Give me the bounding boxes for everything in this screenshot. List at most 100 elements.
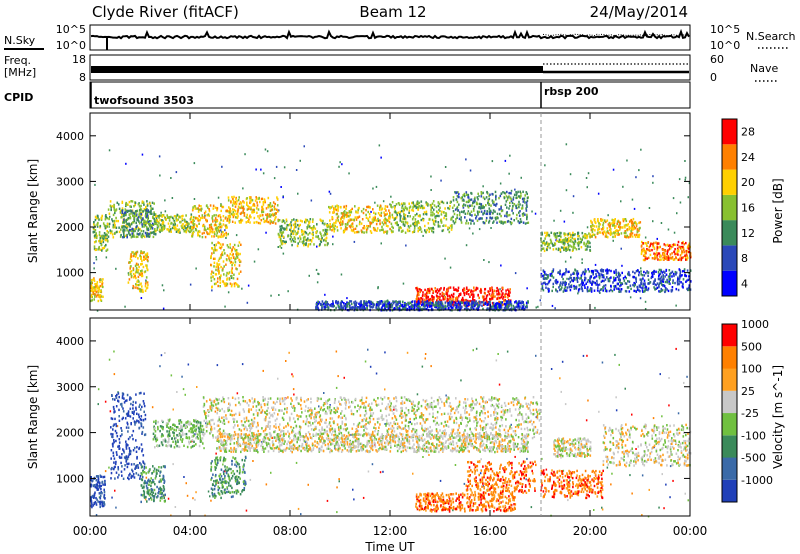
- echo-cell: [633, 276, 635, 279]
- echo-cell: [485, 297, 488, 300]
- echo-cell: [115, 226, 118, 229]
- speckle-cell: [557, 235, 560, 238]
- echo-cell: [365, 300, 367, 303]
- echo-cell: [190, 213, 193, 216]
- echo-cell: [412, 305, 414, 308]
- echo-cell: [113, 203, 115, 207]
- echo-cell: [493, 200, 495, 203]
- speckle-cell: [488, 261, 490, 264]
- echo-cell: [677, 240, 680, 244]
- echo-cell: [390, 204, 392, 207]
- echo-cell: [496, 212, 499, 216]
- echo-cell: [628, 228, 631, 231]
- echo-cell: [379, 222, 381, 225]
- echo-cell: [485, 216, 488, 220]
- echo-cell: [600, 219, 603, 222]
- echo-cell: [575, 287, 578, 290]
- echo-cell: [139, 289, 141, 293]
- echo-cell: [249, 214, 251, 217]
- echo-cell: [633, 221, 636, 225]
- echo-cell: [220, 247, 222, 250]
- echo-cell: [472, 296, 474, 299]
- echo-cell: [404, 306, 406, 309]
- echo-cell: [404, 206, 407, 210]
- echo-cell: [568, 270, 570, 273]
- echo-cell: [435, 205, 438, 209]
- echo-cell: [608, 269, 610, 272]
- echo-cell: [389, 214, 391, 217]
- speckle-cell: [280, 246, 283, 249]
- echo-cell: [521, 197, 524, 201]
- echo-cell: [219, 214, 221, 217]
- echo-cell: [264, 199, 266, 202]
- echo-cell: [416, 286, 418, 290]
- echo-cell: [240, 211, 243, 214]
- echo-cell: [191, 227, 194, 230]
- echo-cell: [506, 303, 509, 307]
- echo-cell: [471, 300, 473, 304]
- echo-cell: [647, 282, 649, 285]
- echo-cell: [135, 286, 137, 289]
- speckle-cell: [449, 266, 452, 269]
- echo-cell: [125, 234, 127, 237]
- echo-cell: [507, 300, 509, 303]
- echo-cell: [94, 282, 96, 286]
- echo-cell: [212, 257, 215, 260]
- echo-cell: [546, 247, 548, 250]
- echo-cell: [190, 215, 193, 219]
- echo-cell: [586, 290, 589, 293]
- echo-cell: [574, 286, 576, 290]
- echo-cell: [650, 276, 653, 280]
- echo-cell: [90, 286, 92, 289]
- echo-cell: [217, 264, 219, 267]
- echo-cell: [510, 192, 512, 195]
- echo-cell: [515, 191, 517, 194]
- echo-cell: [490, 217, 493, 220]
- echo-cell: [544, 272, 546, 275]
- echo-cell: [124, 208, 127, 211]
- echo-cell: [422, 303, 424, 306]
- echo-cell: [129, 229, 132, 232]
- echo-cell: [123, 234, 125, 237]
- echo-cell: [247, 220, 249, 223]
- echo-cell: [483, 221, 485, 225]
- echo-cell: [222, 260, 225, 263]
- echo-cell: [302, 239, 305, 243]
- echo-cell: [439, 206, 441, 209]
- echo-cell: [632, 275, 634, 279]
- echo-cell: [207, 213, 210, 216]
- echo-cell: [213, 261, 216, 264]
- echo-cell: [456, 207, 458, 210]
- speckle-cell: [639, 297, 642, 300]
- echo-cell: [329, 304, 331, 307]
- echo-cell: [417, 220, 419, 223]
- echo-cell: [108, 225, 110, 228]
- echo-cell: [319, 231, 321, 234]
- echo-cell: [247, 207, 250, 211]
- echo-cell: [443, 224, 445, 227]
- echo-cell: [226, 219, 229, 222]
- echo-cell: [290, 232, 293, 236]
- echo-cell: [236, 268, 238, 271]
- echo-cell: [609, 224, 611, 227]
- echo-cell: [365, 231, 368, 234]
- echo-cell: [587, 289, 590, 293]
- echo-cell: [146, 258, 149, 262]
- echo-cell: [481, 217, 483, 220]
- echo-cell: [558, 231, 561, 234]
- echo-cell: [498, 220, 501, 223]
- echo-region: [640, 240, 692, 262]
- echo-cell: [331, 216, 334, 219]
- echo-cell: [545, 277, 547, 280]
- echo-cell: [213, 282, 216, 286]
- speckle-cell: [587, 172, 590, 175]
- echo-cell: [136, 283, 138, 287]
- echo-cell: [607, 231, 610, 235]
- echo-cell: [228, 216, 230, 219]
- echo-cell: [366, 227, 369, 230]
- echo-cell: [499, 194, 502, 198]
- echo-cell: [572, 234, 574, 237]
- echo-cell: [463, 293, 466, 297]
- echo-cell: [340, 302, 342, 305]
- echo-cell: [173, 215, 176, 218]
